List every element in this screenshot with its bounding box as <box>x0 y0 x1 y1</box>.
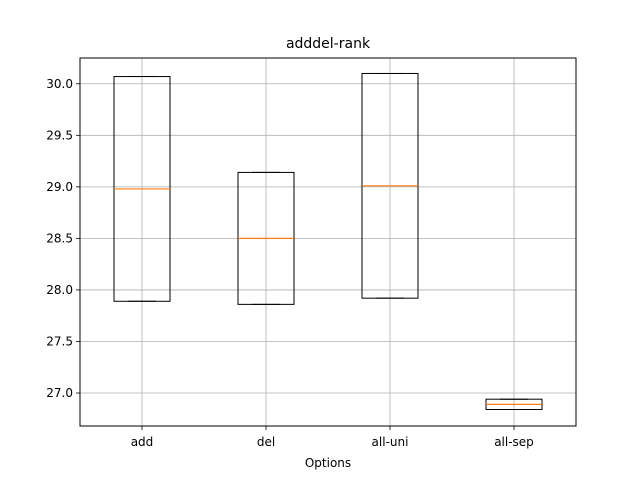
x-tick-label: all-sep <box>494 435 534 449</box>
y-axis: 27.0 27.5 28.0 28.5 29.0 29.5 30.0 <box>46 77 80 400</box>
x-tick-label: del <box>257 435 275 449</box>
plot-frame <box>79 57 577 427</box>
x-tick-label: all-uni <box>372 435 409 449</box>
y-tick-label: 28.5 <box>46 231 73 245</box>
boxes <box>113 72 543 411</box>
grid <box>80 58 576 426</box>
box-all-uni <box>361 72 419 299</box>
y-tick-label: 27.0 <box>46 386 73 400</box>
x-tick-label: add <box>131 435 154 449</box>
chart-title: adddel-rank <box>286 36 371 52</box>
box-all-sep <box>485 398 543 411</box>
x-axis: add del all-uni all-sep <box>131 426 534 449</box>
box-add <box>113 76 171 302</box>
y-tick-label: 29.5 <box>46 128 73 142</box>
box-del <box>237 171 295 305</box>
y-tick-label: 30.0 <box>46 77 73 91</box>
y-tick-label: 28.0 <box>46 283 73 297</box>
y-tick-label: 27.5 <box>46 334 73 348</box>
x-axis-label: Options <box>305 456 351 470</box>
y-tick-label: 29.0 <box>46 180 73 194</box>
